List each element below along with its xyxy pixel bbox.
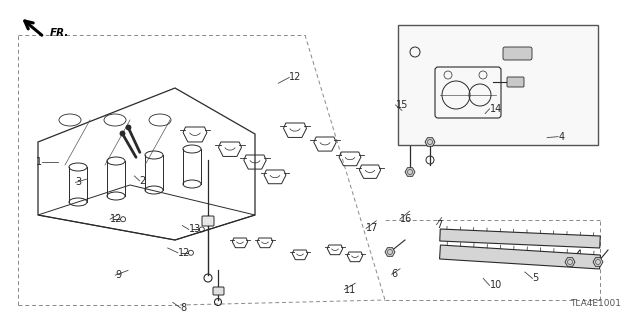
Text: 11: 11 [344,284,356,295]
Polygon shape [593,258,603,266]
Text: 12: 12 [289,72,301,83]
FancyBboxPatch shape [213,287,224,295]
Polygon shape [385,248,395,256]
Text: 13: 13 [189,224,201,235]
Text: 8: 8 [180,303,187,313]
Text: 7: 7 [436,220,443,230]
FancyBboxPatch shape [202,216,214,226]
Text: 17: 17 [366,223,378,234]
Text: 4: 4 [558,132,564,142]
Polygon shape [440,229,600,248]
Text: 6: 6 [392,269,398,279]
Text: 5: 5 [532,273,539,284]
Bar [398,25,598,145]
Text: 12: 12 [110,214,122,224]
Text: 15: 15 [396,100,408,110]
Text: 12: 12 [178,248,190,258]
Text: 14: 14 [490,104,502,114]
Text: TLA4E1001: TLA4E1001 [570,299,621,308]
Polygon shape [405,168,415,176]
FancyBboxPatch shape [503,47,532,60]
Polygon shape [565,258,575,266]
Polygon shape [425,138,435,146]
Text: 3: 3 [76,177,82,188]
Text: 10: 10 [490,280,502,291]
Text: 1: 1 [35,156,42,167]
Polygon shape [440,245,600,269]
Text: FR.: FR. [50,28,69,38]
Text: 16: 16 [400,214,412,224]
Text: 9: 9 [115,270,122,280]
FancyBboxPatch shape [507,77,524,87]
Text: 2: 2 [140,176,146,186]
